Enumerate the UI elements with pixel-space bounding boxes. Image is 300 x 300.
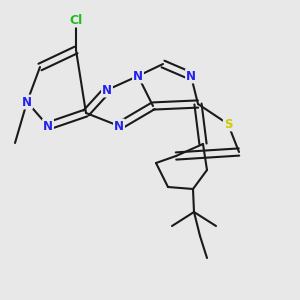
Text: N: N — [22, 95, 32, 109]
Text: N: N — [186, 70, 196, 83]
Text: N: N — [43, 119, 53, 133]
Text: N: N — [114, 119, 124, 133]
Text: Cl: Cl — [69, 14, 82, 26]
Text: N: N — [133, 70, 143, 83]
Text: N: N — [102, 83, 112, 97]
Text: S: S — [224, 118, 232, 130]
